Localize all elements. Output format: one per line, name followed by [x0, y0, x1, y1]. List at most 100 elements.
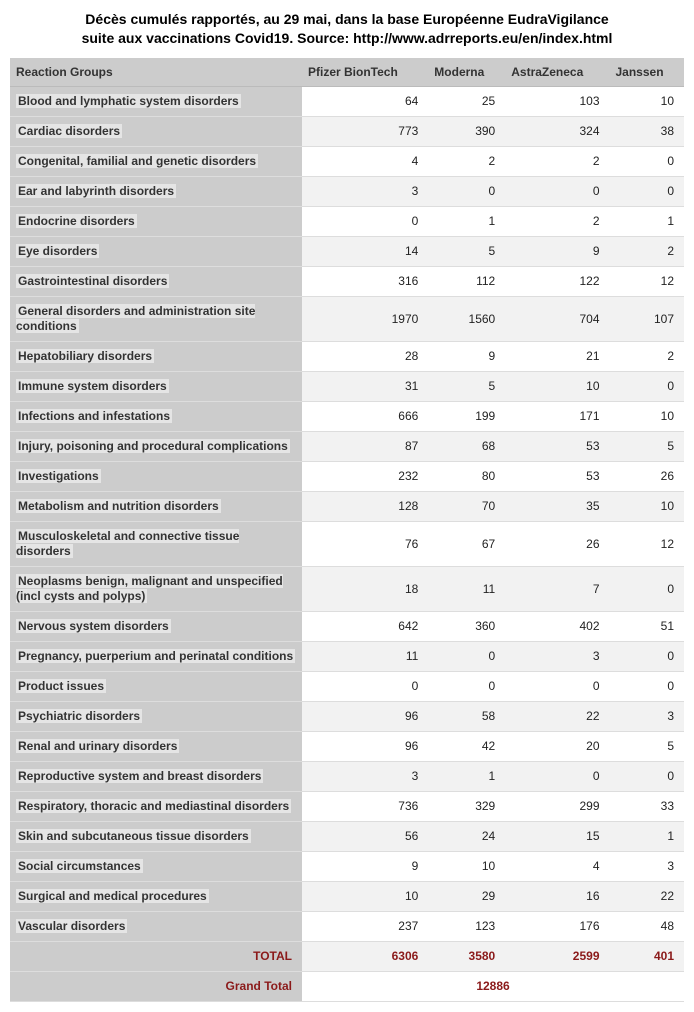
cell-value: 3	[505, 641, 609, 671]
cell-value: 5	[428, 236, 505, 266]
cell-value: 10	[610, 86, 685, 116]
table-row: Immune system disorders315100	[10, 371, 684, 401]
cell-value: 360	[428, 611, 505, 641]
page-title: Décès cumulés rapportés, au 29 mai, dans…	[10, 10, 684, 48]
cell-value: 11	[302, 641, 428, 671]
cell-value: 96	[302, 731, 428, 761]
row-label: Cardiac disorders	[10, 116, 302, 146]
table-row: Nervous system disorders64236040251	[10, 611, 684, 641]
cell-value: 70	[428, 491, 505, 521]
cell-value: 0	[610, 566, 685, 611]
cell-value: 2	[505, 146, 609, 176]
cell-value: 1	[610, 821, 685, 851]
row-label: Gastrointestinal disorders	[10, 266, 302, 296]
table-row: Endocrine disorders0121	[10, 206, 684, 236]
cell-value: 107	[610, 296, 685, 341]
cell-value: 12	[610, 266, 685, 296]
cell-value: 10	[610, 491, 685, 521]
table-row: Neoplasms benign, malignant and unspecif…	[10, 566, 684, 611]
cell-value: 199	[428, 401, 505, 431]
row-label: Product issues	[10, 671, 302, 701]
cell-value: 31	[302, 371, 428, 401]
cell-value: 9	[302, 851, 428, 881]
row-label: Social circumstances	[10, 851, 302, 881]
table-row: Reproductive system and breast disorders…	[10, 761, 684, 791]
title-line-2: suite aux vaccinations Covid19. Source: …	[82, 30, 613, 46]
table-row: Vascular disorders23712317648	[10, 911, 684, 941]
row-label: Skin and subcutaneous tissue disorders	[10, 821, 302, 851]
cell-value: 10	[428, 851, 505, 881]
cell-value: 1970	[302, 296, 428, 341]
table-row: Renal and urinary disorders9642205	[10, 731, 684, 761]
cell-value: 2	[610, 341, 685, 371]
cell-value: 42	[428, 731, 505, 761]
row-label: Neoplasms benign, malignant and unspecif…	[10, 566, 302, 611]
cell-value: 3	[302, 176, 428, 206]
cell-value: 10	[610, 401, 685, 431]
cell-value: 171	[505, 401, 609, 431]
table-row: Gastrointestinal disorders31611212212	[10, 266, 684, 296]
cell-value: 0	[428, 641, 505, 671]
cell-value: 0	[302, 206, 428, 236]
cell-value: 0	[505, 671, 609, 701]
total-row: TOTAL630635802599401	[10, 941, 684, 971]
cell-value: 704	[505, 296, 609, 341]
cell-value: 232	[302, 461, 428, 491]
cell-value: 16	[505, 881, 609, 911]
cell-value: 0	[610, 761, 685, 791]
cell-value: 5	[610, 731, 685, 761]
table-row: Ear and labyrinth disorders3000	[10, 176, 684, 206]
title-line-1: Décès cumulés rapportés, au 29 mai, dans…	[85, 11, 608, 27]
cell-value: 176	[505, 911, 609, 941]
cell-value: 10	[505, 371, 609, 401]
cell-value: 390	[428, 116, 505, 146]
cell-value: 1	[428, 206, 505, 236]
cell-value: 1560	[428, 296, 505, 341]
cell-value: 20	[505, 731, 609, 761]
data-table: Reaction Groups Pfizer BionTech Moderna …	[10, 58, 684, 1002]
cell-value: 9	[505, 236, 609, 266]
cell-value: 402	[505, 611, 609, 641]
cell-value: 2	[428, 146, 505, 176]
row-label: Investigations	[10, 461, 302, 491]
table-row: Hepatobiliary disorders289212	[10, 341, 684, 371]
row-label: Infections and infestations	[10, 401, 302, 431]
cell-value: 53	[505, 431, 609, 461]
total-value: 3580	[428, 941, 505, 971]
grand-total-row: Grand Total12886	[10, 971, 684, 1001]
table-row: Psychiatric disorders9658223	[10, 701, 684, 731]
row-label: Psychiatric disorders	[10, 701, 302, 731]
cell-value: 5	[428, 371, 505, 401]
cell-value: 21	[505, 341, 609, 371]
cell-value: 14	[302, 236, 428, 266]
header-row: Reaction Groups Pfizer BionTech Moderna …	[10, 58, 684, 87]
cell-value: 642	[302, 611, 428, 641]
cell-value: 38	[610, 116, 685, 146]
table-row: Musculoskeletal and connective tissue di…	[10, 521, 684, 566]
cell-value: 15	[505, 821, 609, 851]
cell-value: 3	[610, 701, 685, 731]
cell-value: 12	[610, 521, 685, 566]
col-header-moderna: Moderna	[428, 58, 505, 87]
cell-value: 48	[610, 911, 685, 941]
cell-value: 22	[505, 701, 609, 731]
cell-value: 96	[302, 701, 428, 731]
cell-value: 329	[428, 791, 505, 821]
cell-value: 22	[610, 881, 685, 911]
cell-value: 0	[610, 146, 685, 176]
cell-value: 28	[302, 341, 428, 371]
row-label: Musculoskeletal and connective tissue di…	[10, 521, 302, 566]
cell-value: 237	[302, 911, 428, 941]
cell-value: 56	[302, 821, 428, 851]
col-header-pfizer: Pfizer BionTech	[302, 58, 428, 87]
cell-value: 324	[505, 116, 609, 146]
row-label: Congenital, familial and genetic disorde…	[10, 146, 302, 176]
cell-value: 1	[610, 206, 685, 236]
total-value: 2599	[505, 941, 609, 971]
cell-value: 0	[610, 671, 685, 701]
cell-value: 3	[610, 851, 685, 881]
total-value: 6306	[302, 941, 428, 971]
cell-value: 58	[428, 701, 505, 731]
row-label: Injury, poisoning and procedural complic…	[10, 431, 302, 461]
table-row: Blood and lymphatic system disorders6425…	[10, 86, 684, 116]
